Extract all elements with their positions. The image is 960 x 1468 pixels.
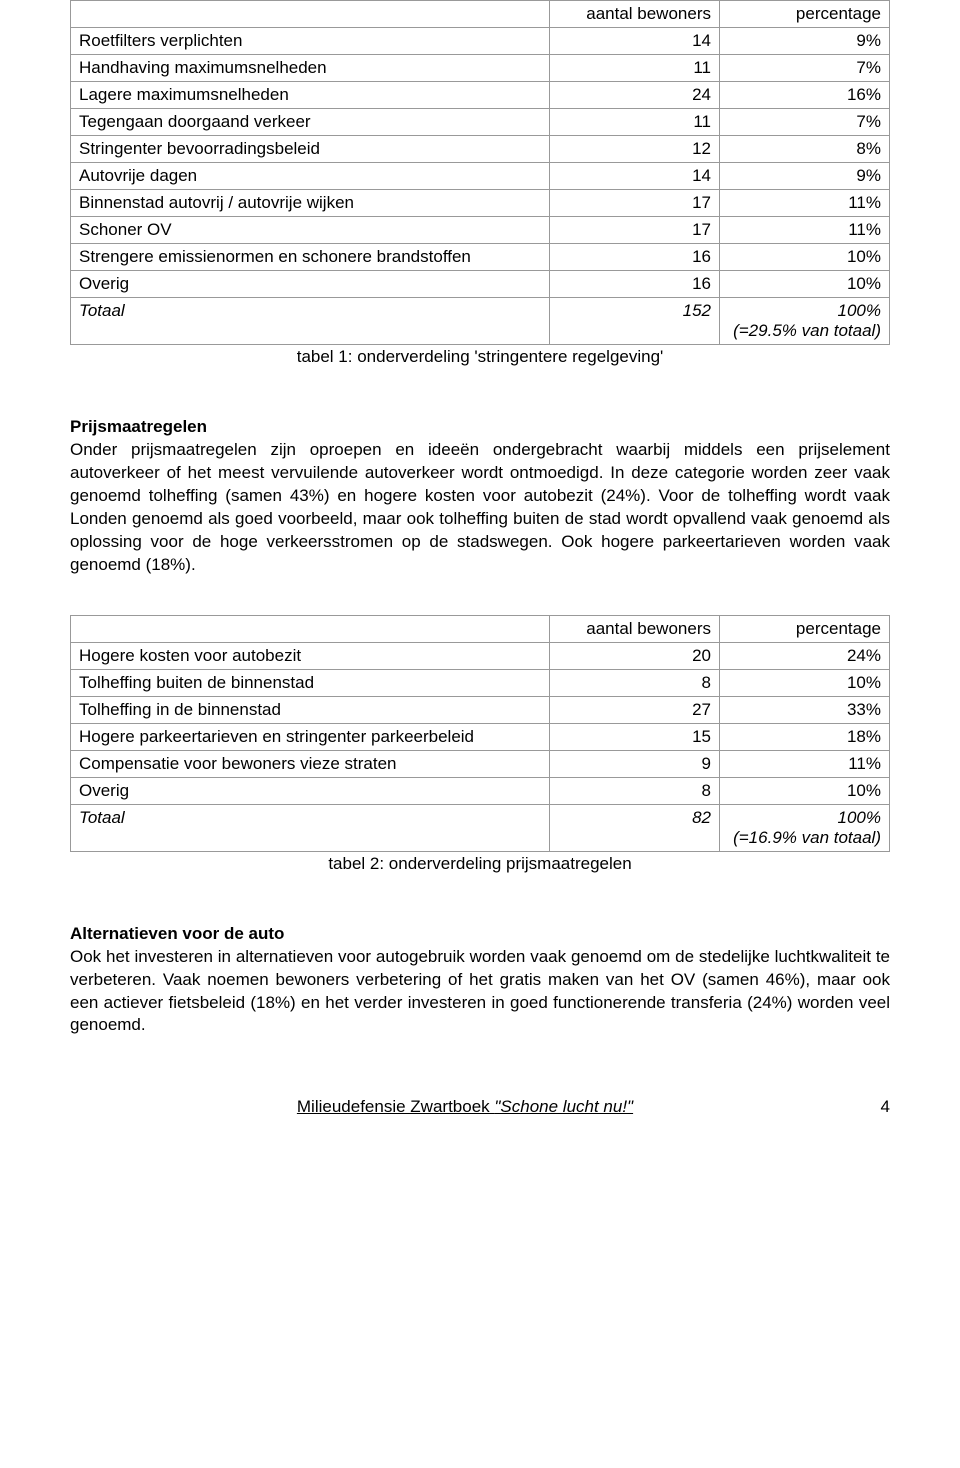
table-row: Lagere maximumsnelheden2416% xyxy=(71,82,890,109)
total-label: Totaal xyxy=(71,804,550,851)
row-label: Hogere kosten voor autobezit xyxy=(71,642,550,669)
paragraph-alternatieven: Ook het investeren in alternatieven voor… xyxy=(70,946,890,1038)
row-count: 20 xyxy=(550,642,720,669)
row-count: 8 xyxy=(550,669,720,696)
row-pct: 11% xyxy=(720,750,890,777)
table-row: Autovrije dagen149% xyxy=(71,163,890,190)
page-number: 4 xyxy=(860,1097,890,1117)
row-label: Overig xyxy=(71,271,550,298)
table-row: Tolheffing buiten de binnenstad810% xyxy=(71,669,890,696)
header-pct: percentage xyxy=(720,1,890,28)
header-count: aantal bewoners xyxy=(550,1,720,28)
footer-title: Milieudefensie Zwartboek "Schone lucht n… xyxy=(70,1097,860,1117)
table-row: Tegengaan doorgaand verkeer117% xyxy=(71,109,890,136)
row-count: 11 xyxy=(550,109,720,136)
table-row: Hogere parkeertarieven en stringenter pa… xyxy=(71,723,890,750)
total-pct: 100% (=29.5% van totaal) xyxy=(720,298,890,345)
row-count: 27 xyxy=(550,696,720,723)
table-total-row: Totaal 152 100% (=29.5% van totaal) xyxy=(71,298,890,345)
table-row: Roetfilters verplichten149% xyxy=(71,28,890,55)
table-row: Overig1610% xyxy=(71,271,890,298)
page-footer: Milieudefensie Zwartboek "Schone lucht n… xyxy=(70,1097,890,1117)
table-row: Schoner OV1711% xyxy=(71,217,890,244)
row-count: 17 xyxy=(550,217,720,244)
row-count: 15 xyxy=(550,723,720,750)
row-count: 12 xyxy=(550,136,720,163)
row-label: Strengere emissienormen en schonere bran… xyxy=(71,244,550,271)
row-count: 24 xyxy=(550,82,720,109)
table-stringentere-regelgeving: aantal bewoners percentage Roetfilters v… xyxy=(70,0,890,345)
table-prijsmaatregelen: aantal bewoners percentage Hogere kosten… xyxy=(70,615,890,852)
total-pct: 100% (=16.9% van totaal) xyxy=(720,804,890,851)
row-count: 8 xyxy=(550,777,720,804)
row-pct: 10% xyxy=(720,244,890,271)
table1-caption: tabel 1: onderverdeling 'stringentere re… xyxy=(70,347,890,367)
table-row: Strengere emissienormen en schonere bran… xyxy=(71,244,890,271)
row-pct: 24% xyxy=(720,642,890,669)
row-label: Tegengaan doorgaand verkeer xyxy=(71,109,550,136)
row-pct: 11% xyxy=(720,217,890,244)
table-row: Stringenter bevoorradingsbeleid128% xyxy=(71,136,890,163)
total-count: 152 xyxy=(550,298,720,345)
table-row: Binnenstad autovrij / autovrije wijken17… xyxy=(71,190,890,217)
row-pct: 10% xyxy=(720,777,890,804)
row-count: 16 xyxy=(550,244,720,271)
row-label: Lagere maximumsnelheden xyxy=(71,82,550,109)
row-count: 11 xyxy=(550,55,720,82)
row-label: Schoner OV xyxy=(71,217,550,244)
row-label: Binnenstad autovrij / autovrije wijken xyxy=(71,190,550,217)
footer-text-italic: "Schone lucht nu!" xyxy=(494,1097,633,1116)
table-header-row: aantal bewoners percentage xyxy=(71,1,890,28)
heading-prijsmaatregelen: Prijsmaatregelen xyxy=(70,417,890,437)
row-pct: 10% xyxy=(720,271,890,298)
row-label: Hogere parkeertarieven en stringenter pa… xyxy=(71,723,550,750)
header-pct: percentage xyxy=(720,615,890,642)
table-row: Overig810% xyxy=(71,777,890,804)
table-row: Compensatie voor bewoners vieze straten9… xyxy=(71,750,890,777)
row-pct: 18% xyxy=(720,723,890,750)
table-row: Tolheffing in de binnenstad2733% xyxy=(71,696,890,723)
row-pct: 9% xyxy=(720,28,890,55)
row-count: 17 xyxy=(550,190,720,217)
header-count: aantal bewoners xyxy=(550,615,720,642)
row-label: Stringenter bevoorradingsbeleid xyxy=(71,136,550,163)
row-label: Compensatie voor bewoners vieze straten xyxy=(71,750,550,777)
row-label: Overig xyxy=(71,777,550,804)
row-label: Autovrije dagen xyxy=(71,163,550,190)
table-header-row: aantal bewoners percentage xyxy=(71,615,890,642)
header-empty xyxy=(71,1,550,28)
row-label: Roetfilters verplichten xyxy=(71,28,550,55)
row-count: 16 xyxy=(550,271,720,298)
row-count: 14 xyxy=(550,28,720,55)
table-row: Handhaving maximumsnelheden117% xyxy=(71,55,890,82)
header-empty xyxy=(71,615,550,642)
footer-text-plain: Milieudefensie Zwartboek xyxy=(297,1097,494,1116)
table-total-row: Totaal 82 100% (=16.9% van totaal) xyxy=(71,804,890,851)
row-pct: 7% xyxy=(720,55,890,82)
row-pct: 33% xyxy=(720,696,890,723)
heading-alternatieven: Alternatieven voor de auto xyxy=(70,924,890,944)
row-pct: 16% xyxy=(720,82,890,109)
row-pct: 10% xyxy=(720,669,890,696)
total-count: 82 xyxy=(550,804,720,851)
total-label: Totaal xyxy=(71,298,550,345)
table2-caption: tabel 2: onderverdeling prijsmaatregelen xyxy=(70,854,890,874)
table-row: Hogere kosten voor autobezit2024% xyxy=(71,642,890,669)
row-count: 9 xyxy=(550,750,720,777)
row-pct: 9% xyxy=(720,163,890,190)
row-label: Tolheffing in de binnenstad xyxy=(71,696,550,723)
paragraph-prijsmaatregelen: Onder prijsmaatregelen zijn oproepen en … xyxy=(70,439,890,577)
row-pct: 8% xyxy=(720,136,890,163)
row-pct: 7% xyxy=(720,109,890,136)
row-pct: 11% xyxy=(720,190,890,217)
row-count: 14 xyxy=(550,163,720,190)
row-label: Tolheffing buiten de binnenstad xyxy=(71,669,550,696)
row-label: Handhaving maximumsnelheden xyxy=(71,55,550,82)
